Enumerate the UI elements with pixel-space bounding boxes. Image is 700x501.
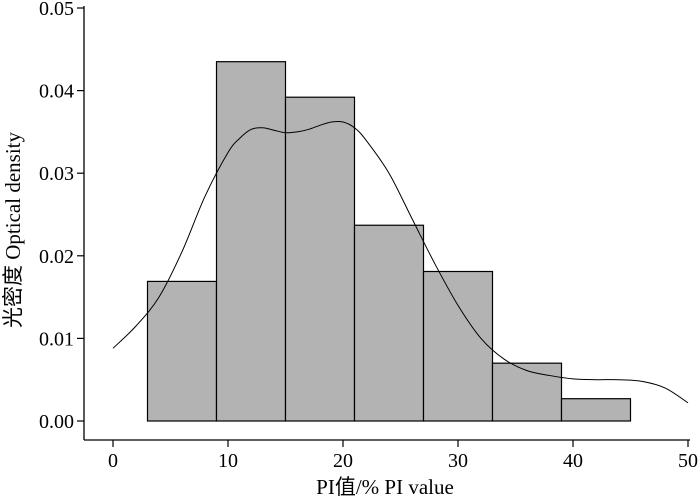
y-tick-label: 0.04: [39, 81, 74, 103]
density-curve: [112, 120, 689, 404]
x-axis-title: PI值/% PI value: [316, 475, 454, 499]
histogram-bar-7: [560, 398, 632, 422]
y-tick-label: 0.03: [39, 163, 74, 185]
histogram-bar-4: [353, 224, 425, 422]
ticks-layer: 0 10 20 30 40 50 0.00 0.01 0.02 0.03 0.04 0.05: [39, 0, 698, 472]
histogram-bar-2: [215, 61, 287, 422]
axes-layer: [83, 6, 690, 441]
histogram-bar-1: [146, 280, 218, 422]
histogram-bar-5: [422, 270, 494, 422]
x-tick-label: 20: [333, 450, 353, 472]
y-tick-label: 0.05: [39, 0, 74, 20]
histogram-bar-6: [491, 362, 563, 422]
density-curve-layer: [112, 120, 689, 404]
x-tick-label: 10: [218, 450, 238, 472]
bars-layer: [146, 61, 632, 422]
y-tick-label: 0.01: [39, 328, 74, 350]
x-tick-label: 40: [563, 450, 583, 472]
y-axis-title: 光密度 Optical density: [1, 132, 25, 328]
x-tick-label: 0: [108, 450, 118, 472]
x-tick-label: 50: [678, 450, 698, 472]
y-tick-label: 0.02: [39, 246, 74, 268]
y-tick-label: 0.00: [39, 411, 74, 433]
x-tick-label: 30: [448, 450, 468, 472]
histogram-bar-3: [284, 96, 356, 422]
